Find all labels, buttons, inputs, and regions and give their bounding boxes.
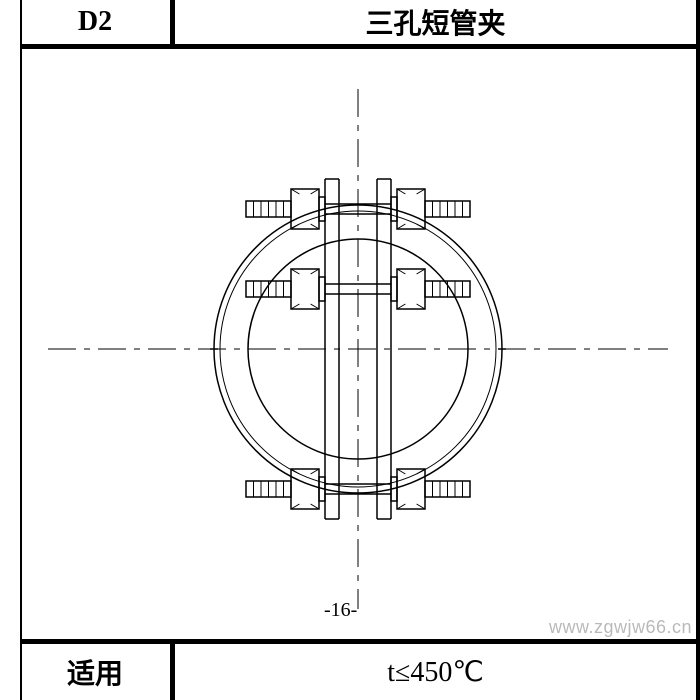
header-title: 三孔短管夹 bbox=[365, 2, 505, 42]
footer-label: 适用 bbox=[67, 652, 123, 692]
outer-left-border bbox=[0, 0, 22, 700]
dimension-label: -16- bbox=[324, 599, 357, 622]
footer-condition-cell: t≤450℃ bbox=[175, 644, 696, 700]
clamp-drawing bbox=[20, 49, 696, 640]
drawing-area: -16- bbox=[20, 49, 696, 640]
header-code: D2 bbox=[78, 6, 112, 38]
footer-label-cell: 适用 bbox=[20, 644, 175, 700]
header-code-cell: D2 bbox=[20, 0, 175, 44]
page: D2 三孔短管夹 -16- www.zgwjw66.cn 适用 t≤450℃ bbox=[0, 0, 700, 700]
header-row: D2 三孔短管夹 bbox=[20, 0, 696, 49]
watermark: www.zgwjw66.cn bbox=[549, 617, 692, 638]
outer-right-border bbox=[696, 0, 700, 700]
footer-row: 适用 t≤450℃ bbox=[20, 639, 696, 700]
footer-condition: t≤450℃ bbox=[387, 655, 484, 689]
header-title-cell: 三孔短管夹 bbox=[175, 0, 696, 44]
